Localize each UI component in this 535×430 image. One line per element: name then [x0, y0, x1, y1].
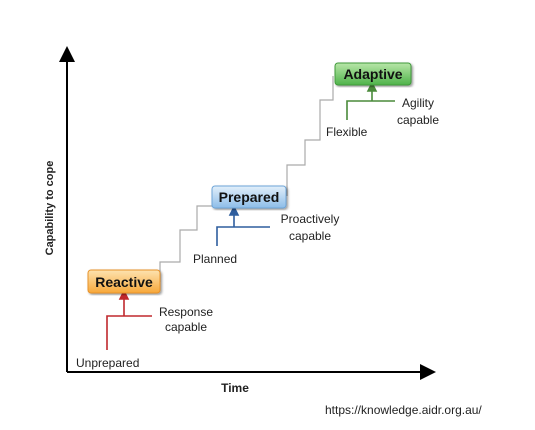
axes — [59, 46, 436, 380]
staircase — [159, 205, 212, 282]
prepared-connector — [216, 205, 270, 246]
stage-label: Adaptive — [343, 66, 402, 82]
stage-label: Reactive — [95, 274, 153, 290]
source: https://knowledge.aidr.org.au/ — [325, 403, 482, 417]
stage-from: Planned — [193, 252, 237, 266]
stage-to: capable — [289, 229, 331, 243]
stage-to: Response — [159, 305, 213, 319]
adaptive-connector — [346, 81, 395, 120]
x-axis-label: Time — [221, 381, 249, 395]
staircase — [286, 76, 334, 196]
stage-box — [87, 269, 161, 294]
stage-box — [211, 185, 287, 209]
stage-to: capable — [397, 113, 439, 127]
stage-to: Agility — [402, 96, 434, 110]
stage-to: capable — [165, 320, 207, 334]
stage-label: Prepared — [219, 189, 280, 205]
stage-from: Flexible — [326, 125, 368, 139]
reactive-connector — [106, 289, 152, 350]
y-axis-label: Capability to cope — [44, 161, 56, 256]
stage-box — [334, 62, 412, 86]
stage-to: Proactively — [281, 212, 340, 226]
stage-from: Unprepared — [76, 356, 139, 370]
